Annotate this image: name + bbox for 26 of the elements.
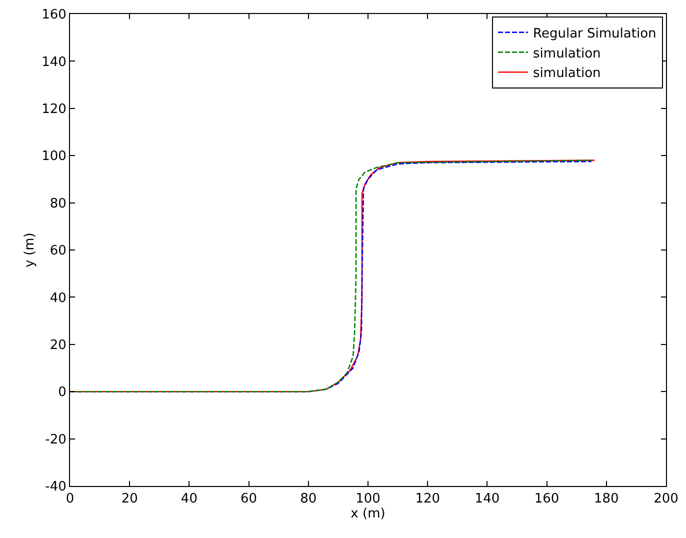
x-tick-label: 120 bbox=[415, 492, 440, 507]
x-tick-label: 200 bbox=[654, 492, 678, 507]
y-tick-label: 120 bbox=[42, 102, 66, 117]
y-tick-label: 20 bbox=[50, 338, 66, 353]
x-tick-label: 160 bbox=[534, 492, 560, 507]
x-tick-label: 60 bbox=[240, 492, 258, 507]
y-tick-label: 80 bbox=[50, 196, 66, 212]
y-axis-title: y (m) bbox=[22, 232, 38, 268]
y-tick-label: 60 bbox=[50, 244, 66, 259]
y-tick-label: 100 bbox=[42, 149, 66, 164]
x-tick-label: 40 bbox=[180, 492, 198, 507]
y-tick-label: 40 bbox=[50, 290, 66, 306]
y-tick-label: -40 bbox=[45, 480, 66, 495]
y-tick-label: -20 bbox=[45, 432, 66, 448]
y-tick-label: 160 bbox=[42, 8, 66, 23]
legend-label: Regular Simulation bbox=[533, 26, 656, 42]
y-tick-label: 140 bbox=[42, 54, 66, 70]
x-axis-title: x (m) bbox=[350, 506, 386, 522]
x-tick-label: 20 bbox=[121, 492, 138, 507]
x-tick-label: 80 bbox=[300, 492, 317, 507]
x-tick-label: 180 bbox=[594, 492, 619, 507]
y-tick-label: 0 bbox=[58, 385, 66, 400]
x-tick-label: 100 bbox=[356, 492, 380, 507]
x-tick-label: 140 bbox=[474, 492, 500, 507]
legend-label: simulation bbox=[533, 46, 601, 62]
legend-label: simulation bbox=[533, 66, 601, 82]
